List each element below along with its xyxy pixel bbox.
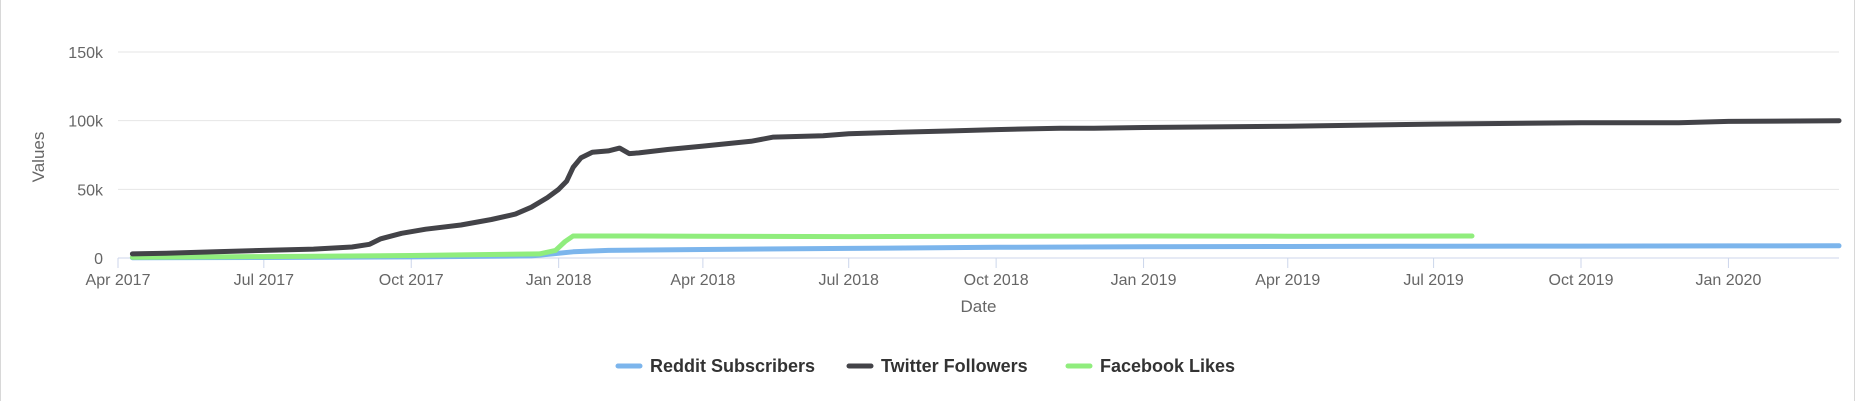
y-tick-label: 0 [94,251,103,268]
x-tick-label: Jul 2017 [234,272,295,289]
legend-item-twitter-followers[interactable]: Twitter Followers [846,356,1028,376]
series-line-facebook-likes[interactable] [129,233,1475,260]
x-tick-label: Jul 2019 [1403,272,1464,289]
series-group [129,118,1842,261]
legend-label: Reddit Subscribers [650,356,815,376]
y-axis-title: Values [29,132,48,183]
y-axis: 0 50k 100k 150k [68,45,104,268]
legend-label: Facebook Likes [1100,356,1235,376]
y-tick-label: 50k [77,182,104,199]
x-tick-label: Oct 2018 [964,272,1029,289]
x-tick-label: Apr 2018 [670,272,735,289]
y-tick-label: 100k [68,114,104,131]
x-tick-label: Jul 2018 [818,272,879,289]
legend-label: Twitter Followers [881,356,1028,376]
legend-item-reddit-subscribers[interactable]: Reddit Subscribers [615,356,815,376]
legend: Reddit Subscribers Twitter Followers Faceb… [615,356,1235,376]
x-tick-label: Jan 2018 [526,272,592,289]
x-tick-label: Jan 2020 [1696,272,1762,289]
x-tick-label: Oct 2019 [1549,272,1614,289]
series-line-twitter-followers[interactable] [129,118,1842,257]
x-tick-label: Jan 2019 [1111,272,1177,289]
x-tick-label: Apr 2017 [86,272,151,289]
y-tick-label: 150k [68,45,104,62]
x-axis: Apr 2017 Jul 2017 Oct 2017 Jan 2018 Apr 2018… [86,257,1839,289]
x-axis-title: Date [961,297,997,316]
legend-item-facebook-likes[interactable]: Facebook Likes [1065,356,1235,376]
x-tick-label: Apr 2019 [1255,272,1320,289]
x-tick-label: Oct 2017 [379,272,444,289]
